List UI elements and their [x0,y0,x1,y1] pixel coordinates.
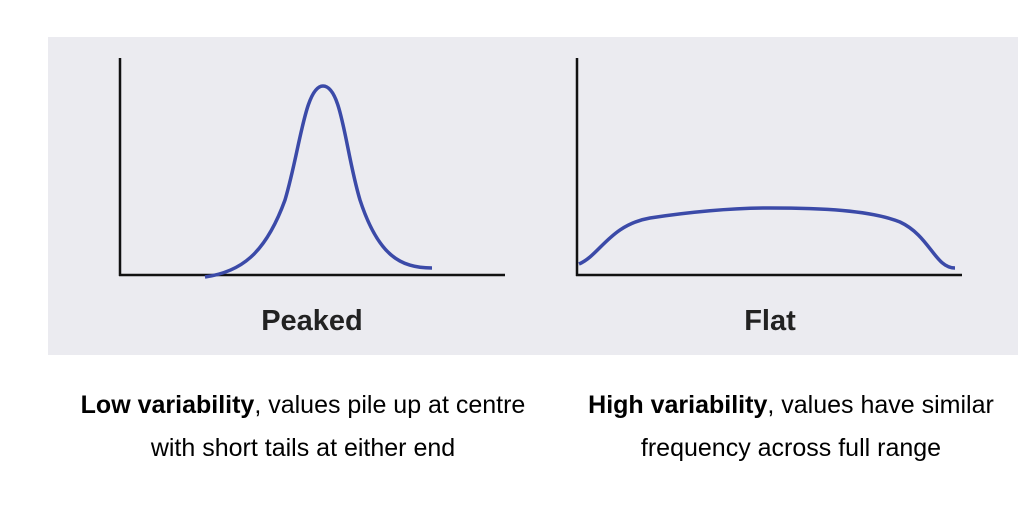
peaked-curve [204,84,433,279]
panel-label: Peaked [261,305,363,337]
figure-background [48,37,1018,355]
caption-text: , values pile up at centre with short ta… [150,391,526,462]
panel-label: Flat [744,305,796,337]
caption-bold: High variability [588,391,768,419]
caption: High variability, values have similar fr… [556,384,1026,470]
caption-text: , values have similar frequency across f… [640,391,994,462]
caption-bold: Low variability [80,391,255,419]
flat-curve [578,206,956,270]
caption: Low variability, values pile up at centr… [68,384,538,470]
